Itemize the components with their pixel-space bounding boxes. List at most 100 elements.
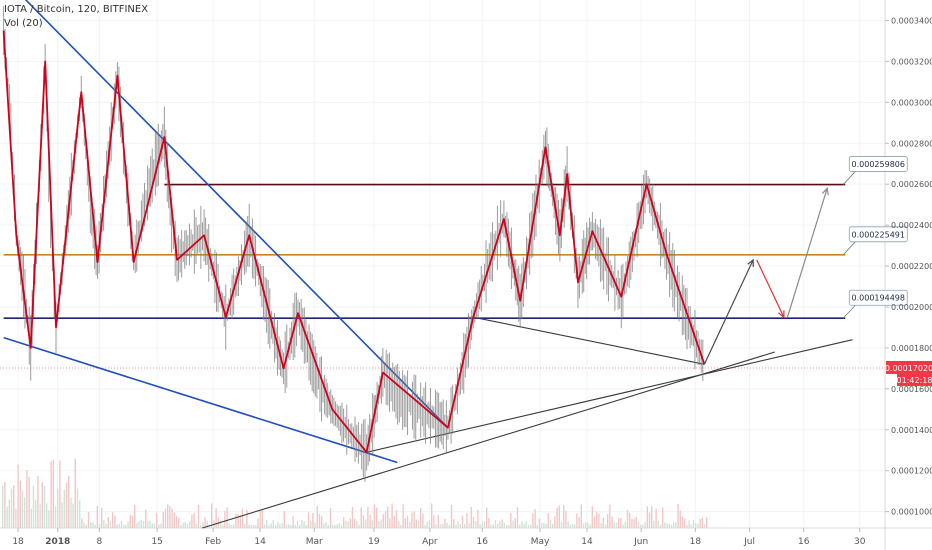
volume-bar xyxy=(413,511,415,528)
x-tick-label: 19 xyxy=(368,537,380,547)
volume-bar xyxy=(486,507,488,528)
volume-bar xyxy=(105,523,107,528)
x-tick-label: Jun xyxy=(633,537,648,547)
symbol-title[interactable]: IOTA / Bitcoin, 120, BITFINEX xyxy=(4,4,149,15)
volume-bar xyxy=(604,524,607,528)
y-tick-label: 0.000120000 xyxy=(891,467,932,476)
volume-bar xyxy=(466,512,468,528)
volume-bar xyxy=(508,524,510,528)
volume-bar xyxy=(571,524,574,528)
volume-bar xyxy=(626,509,629,528)
volume-bar xyxy=(644,521,646,528)
volume-bar xyxy=(118,523,120,528)
volume-bar xyxy=(444,518,446,528)
volume-bar xyxy=(268,524,270,528)
volume-bar xyxy=(351,506,354,528)
x-tick-label: 16 xyxy=(477,537,489,547)
volume-bar xyxy=(569,524,571,528)
volume-bar xyxy=(193,513,195,528)
volume-bar xyxy=(189,521,191,528)
volume-bar xyxy=(492,524,494,528)
volume-bar xyxy=(224,511,226,528)
y-tick-label: 0.000320000 xyxy=(891,57,932,66)
projection-arrow xyxy=(786,188,828,318)
volume-bar xyxy=(598,513,600,528)
volume-bar xyxy=(367,506,369,528)
volume-bar xyxy=(334,524,336,528)
volume-bar xyxy=(411,512,413,528)
callout-leader xyxy=(842,304,856,319)
volume-bar xyxy=(169,506,171,528)
time-axis[interactable]: 18 2018 8 15 Feb 14 Mar 19 Apr 16 May 14 Jun 18 Jul 16 3… xyxy=(12,528,866,547)
x-tick-label: 14 xyxy=(581,537,593,547)
volume-bar xyxy=(266,519,268,528)
callout-box xyxy=(848,289,908,306)
volume-bar xyxy=(587,522,589,528)
volume-bar xyxy=(633,518,635,528)
volume-bar xyxy=(580,504,582,528)
volume-bar xyxy=(365,519,367,528)
volume-bar xyxy=(360,507,362,528)
price-axis[interactable]: 0.000100000 0.000120000 0.000140000 0.00016… xyxy=(885,16,932,517)
volume-bar xyxy=(697,523,699,528)
volume-bar xyxy=(244,523,246,528)
volume-bar xyxy=(4,482,6,528)
volume-bar xyxy=(706,517,708,528)
volume-bar xyxy=(92,522,94,528)
trendlines xyxy=(3,0,853,529)
volume-bar xyxy=(329,507,332,528)
volume-bar xyxy=(138,520,140,528)
volume-bar xyxy=(684,518,686,528)
volume-bar xyxy=(459,524,461,528)
x-tick-label: 15 xyxy=(151,537,162,547)
volume-bar xyxy=(631,518,633,528)
volume-bar xyxy=(514,518,516,528)
volume-bar xyxy=(79,500,81,528)
volume-bar xyxy=(549,519,552,528)
volume-bar xyxy=(618,518,620,528)
arrow-head xyxy=(821,186,829,196)
volume-bar xyxy=(310,520,312,528)
volume-bar xyxy=(567,521,569,528)
volume-bar xyxy=(63,489,65,528)
volume-bar xyxy=(675,522,677,528)
volume-bar xyxy=(464,523,466,528)
volume-bar xyxy=(433,515,435,528)
x-tick-label: 2018 xyxy=(45,537,70,547)
volume-bar xyxy=(182,522,184,528)
volume-bar xyxy=(695,522,697,528)
volume-bar xyxy=(41,482,43,528)
volume-bar xyxy=(552,523,554,528)
volume-bar xyxy=(532,513,534,528)
volume-bar xyxy=(76,488,79,528)
volume-bar xyxy=(402,504,404,528)
volume-bar xyxy=(206,520,208,528)
volume-bar xyxy=(679,510,681,528)
volume-bar xyxy=(398,520,400,528)
volume-bar xyxy=(283,511,285,528)
projection-arrow xyxy=(703,259,754,365)
volume-bar xyxy=(277,522,279,528)
volume-bar xyxy=(521,521,523,528)
volume-bar xyxy=(356,521,358,528)
volume-indicator-label[interactable]: Vol (20) xyxy=(4,18,43,29)
volume-bar xyxy=(578,517,580,528)
y-tick-label: 0.000100000 xyxy=(891,508,932,517)
countdown-bg xyxy=(897,373,932,386)
volume-bar xyxy=(668,523,670,528)
volume-bar xyxy=(699,519,701,528)
volume-bar xyxy=(321,516,323,528)
volume-bar xyxy=(167,504,169,528)
volume-bar xyxy=(523,523,525,528)
volume-bar xyxy=(103,520,105,528)
volume-bar xyxy=(422,513,424,528)
volume-bar xyxy=(281,523,283,528)
volume-bar xyxy=(57,488,59,528)
volume-bar xyxy=(510,512,512,528)
volume-bars xyxy=(2,458,708,528)
volume-bar xyxy=(596,511,598,528)
x-tick-label: 14 xyxy=(254,537,266,547)
volume-bar xyxy=(98,523,101,528)
